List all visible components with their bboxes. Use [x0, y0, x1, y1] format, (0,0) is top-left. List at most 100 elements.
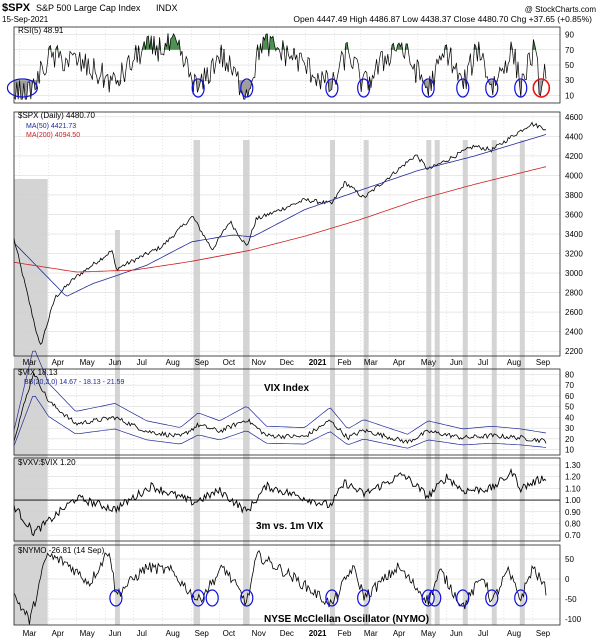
x-tick-label: 2021 — [309, 358, 327, 367]
rsi-oversold-marker — [456, 78, 470, 98]
x-tick-label: Oct — [223, 358, 236, 367]
y-tick-label: 0 — [565, 575, 570, 584]
x-tick-label: Jul — [478, 629, 488, 638]
nymo-oversold-marker — [456, 589, 470, 607]
x-tick-label: Jul — [137, 629, 147, 638]
nymo-label: $NYMO -26.81 (14 Sep) — [18, 546, 105, 555]
y-tick-label: 1.00 — [565, 496, 581, 505]
x-tick-label: Mar — [23, 358, 37, 367]
rsi-oversold-marker — [514, 78, 528, 98]
rsi-current-marker — [532, 78, 551, 98]
y-tick-label: 80 — [565, 370, 574, 379]
x-tick-label: Sep — [195, 629, 210, 638]
x-tick-label: Apr — [393, 358, 406, 367]
x-tick-label: Sep — [536, 629, 551, 638]
y-tick-label: 50 — [565, 403, 574, 412]
y-tick-label: 4400 — [565, 132, 583, 141]
vix-bb-upper-line — [13, 350, 547, 435]
y-tick-label: 60 — [565, 392, 574, 401]
vix-title: VIX Index — [264, 383, 309, 394]
rsi-label: RSI(5) 48.91 — [18, 26, 64, 35]
x-tick-label: Apr — [393, 629, 406, 638]
vix-line — [13, 372, 547, 445]
nymo-oversold-marker — [421, 589, 435, 607]
vix-bb-lower-line — [13, 395, 547, 449]
header-watermark: @ StockCharts.com — [525, 5, 597, 14]
x-tick-label: Sep — [536, 358, 551, 367]
highlight-band — [330, 140, 336, 625]
x-tick-label: May — [421, 629, 436, 638]
x-tick-label: Jun — [450, 358, 463, 367]
highlight-band — [519, 140, 525, 625]
y-tick-label: 3800 — [565, 191, 583, 200]
vix-label: $VIX 18.13 — [18, 368, 58, 377]
panel-frame — [13, 457, 561, 542]
x-tick-label: Dec — [280, 629, 294, 638]
nymo-oversold-marker — [240, 589, 254, 607]
x-tick-label: Aug — [166, 629, 180, 638]
rsi-oversold-marker — [6, 78, 39, 98]
x-tick-label: Aug — [166, 358, 180, 367]
y-tick-label: 70 — [565, 46, 574, 55]
axis-labels-layer: 90 70 50 30 10 4600 4400 4200 4000 3800 3600 3400 32… — [23, 31, 584, 638]
grid-layer — [14, 27, 560, 625]
x-tick-label: Jun — [109, 629, 122, 638]
x-tick-label: Mar — [364, 358, 378, 367]
highlight-band — [426, 140, 432, 625]
x-tick-label: Mar — [364, 629, 378, 638]
y-tick-label: 30 — [565, 424, 574, 433]
highlight-band — [114, 230, 120, 625]
rsi-oversold-fill — [14, 80, 546, 100]
x-tick-label: 2021 — [309, 629, 327, 638]
header-symbol: $SPX — [2, 2, 31, 14]
x-tick-label: Mar — [23, 629, 37, 638]
nymo-oversold-marker — [485, 589, 499, 607]
ma200-label: MA(200) 4094.50 — [26, 132, 80, 139]
x-tick-label: Jul — [137, 358, 147, 367]
y-tick-label: 0.70 — [565, 531, 581, 540]
y-tick-label: 50 — [565, 555, 574, 564]
price-label: $SPX (Daily) 4480.70 — [18, 111, 95, 120]
y-tick-label: -50 — [565, 595, 577, 604]
x-tick-label: Sep — [195, 358, 210, 367]
highlight-band — [193, 140, 201, 625]
nymo-oversold-marker — [205, 589, 219, 607]
highlight-band — [243, 140, 250, 625]
x-tick-label: Jun — [450, 629, 463, 638]
nymo-oversold-marker — [357, 589, 371, 607]
panel-frame — [13, 26, 561, 104]
y-tick-label: 2400 — [565, 328, 583, 337]
x-tick-label: Apr — [52, 358, 65, 367]
x-tick-label: May — [80, 358, 95, 367]
x-tick-label: Feb — [338, 358, 352, 367]
x-tick-label: Jul — [478, 358, 488, 367]
ratio-label: $VXV:$VIX 1.20 — [18, 458, 76, 467]
x-tick-label: Dec — [280, 358, 294, 367]
rsi-oversold-marker — [421, 78, 435, 98]
nymo-oversold-marker — [109, 589, 123, 607]
y-tick-label: 70 — [565, 381, 574, 390]
x-tick-label: Jun — [109, 358, 122, 367]
nymo-title: NYSE McClellan Oscillator (NYMO) — [264, 614, 429, 625]
x-tick-label: Aug — [507, 358, 521, 367]
y-tick-label: 0.80 — [565, 519, 581, 528]
y-tick-label: 4600 — [565, 113, 583, 122]
x-tick-label: Oct — [223, 629, 236, 638]
y-tick-label: 4200 — [565, 152, 583, 161]
header-quote: Open 4447.49 High 4486.87 Low 4438.37 Cl… — [293, 14, 592, 24]
vix-bb-label: BB(20,2.0) 14.67 - 18.13 - 21.59 — [24, 379, 125, 386]
y-tick-label: 40 — [565, 413, 574, 422]
x-tick-label: Feb — [338, 629, 352, 638]
y-tick-label: 2800 — [565, 289, 583, 298]
y-tick-label: -100 — [565, 615, 582, 624]
x-tick-label: May — [421, 358, 436, 367]
rsi-oversold-marker — [357, 78, 371, 98]
rsi-oversold-marker — [485, 78, 499, 98]
y-tick-label: 2600 — [565, 308, 583, 317]
y-tick-label: 3600 — [565, 210, 583, 219]
rsi-oversold-marker — [191, 78, 205, 98]
y-tick-label: 3000 — [565, 269, 583, 278]
y-tick-label: 30 — [565, 76, 574, 85]
